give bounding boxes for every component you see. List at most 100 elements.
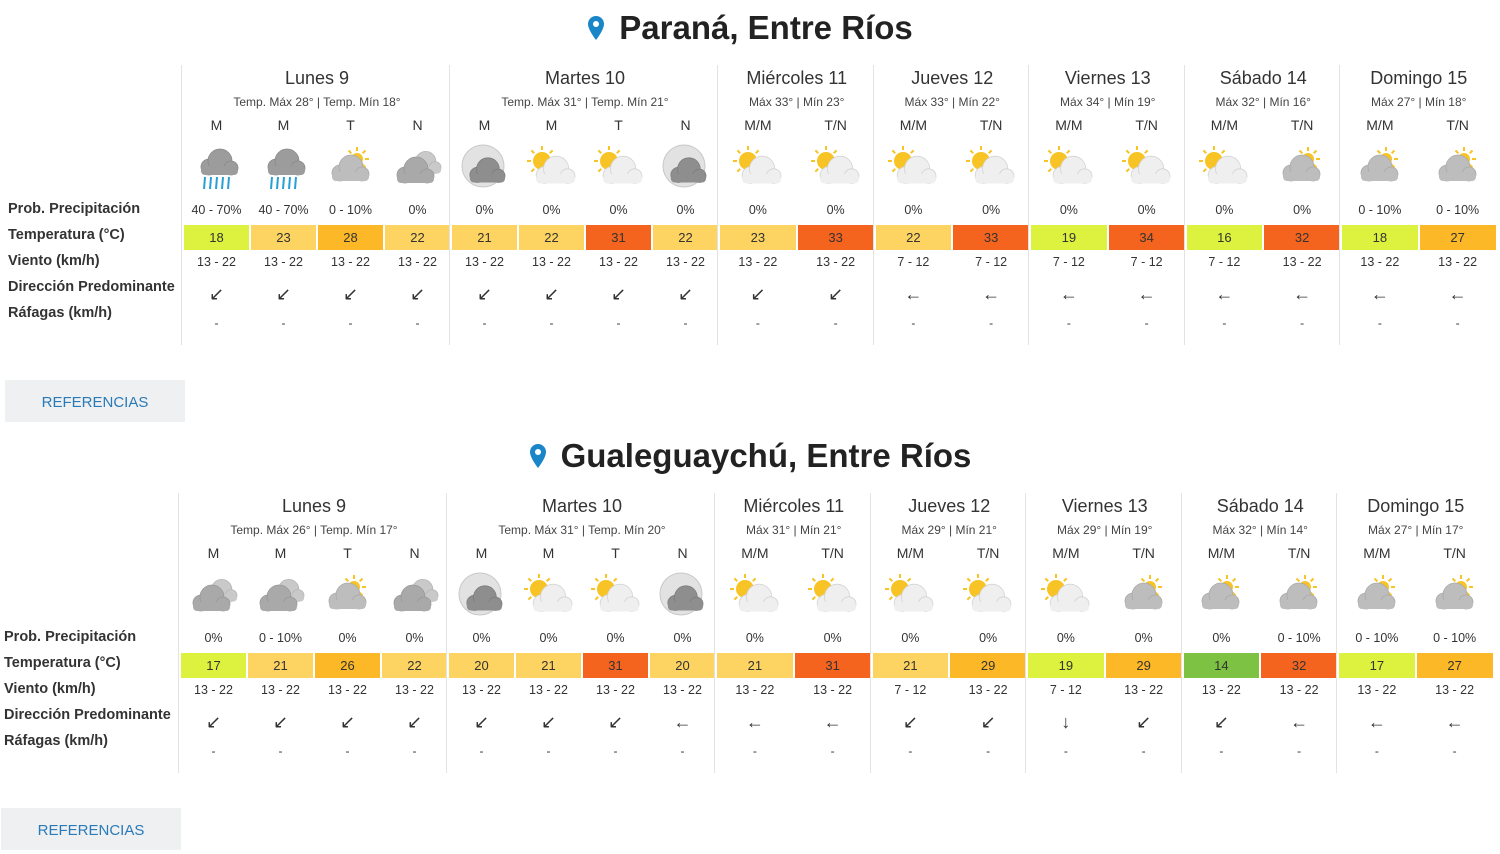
wind: 13 - 22 [599, 255, 638, 269]
sun-ray [969, 149, 975, 154]
day-subtitle: Máx 29° | Mín 21° [901, 523, 997, 537]
precipitation: 0% [979, 631, 998, 645]
wind-direction: ← [1059, 284, 1078, 304]
wind-direction: ← [1293, 284, 1312, 304]
pin-hole [593, 21, 600, 27]
cloud [1282, 154, 1321, 182]
cloud [328, 582, 366, 610]
weather-icon [590, 574, 639, 612]
cloud-part [1050, 602, 1089, 612]
weather-icon [1201, 575, 1240, 610]
temperature: 31 [794, 653, 871, 678]
rain [220, 176, 224, 190]
day-subtitle: Temp. Máx 31° | Temp. Mín 20° [498, 523, 666, 537]
sun-ray [1295, 577, 1301, 583]
sun-ray [1154, 577, 1159, 583]
sun-ray [1047, 149, 1052, 154]
weather-icon [1279, 575, 1318, 610]
wind: 7 - 12 [894, 683, 927, 697]
weather-icon [732, 146, 782, 184]
sun-ray [966, 577, 972, 582]
icon-box [388, 143, 448, 193]
rain [269, 176, 273, 190]
precipitation: 0% [826, 203, 845, 217]
period-label: M [210, 117, 223, 133]
icon-box [1117, 143, 1177, 193]
icon-box [385, 571, 445, 621]
gusts: - [989, 316, 994, 330]
sun-ray [832, 149, 837, 154]
temperature: 21 [872, 653, 949, 678]
precipitation: 0% [904, 203, 923, 217]
wind-direction: ← [1370, 284, 1389, 304]
gusts: - [986, 744, 991, 758]
row-label: Temperatura (°C) [4, 655, 121, 671]
cloud [1360, 154, 1399, 182]
cloud [1357, 582, 1396, 610]
wind-direction: ← [823, 712, 842, 732]
cloud [1124, 582, 1163, 610]
temperature: 33 [953, 225, 1029, 250]
wind-direction: ← [982, 284, 1001, 304]
gusts: - [752, 744, 757, 758]
cloud [393, 584, 431, 612]
cloud-part [599, 602, 639, 612]
precipitation: 0 - 10% [1436, 203, 1480, 217]
cloud [666, 585, 703, 611]
cloud [535, 155, 575, 184]
wind-direction: ↙ [607, 712, 624, 732]
cloud [1130, 155, 1171, 184]
icon-box [318, 571, 378, 621]
sun-ray [814, 149, 819, 154]
icon-box [452, 571, 512, 621]
sun-ray [1298, 149, 1304, 155]
icon-box [880, 571, 940, 621]
wind-direction: ↙ [543, 284, 560, 304]
sun-ray [545, 577, 550, 582]
precipitation: 0% [748, 203, 767, 217]
icon-box [1036, 571, 1096, 621]
cloud [816, 583, 857, 612]
sun-ray [361, 149, 366, 155]
wind-direction: ← [1137, 284, 1156, 304]
day-separator [181, 65, 182, 345]
gusts: - [830, 744, 835, 758]
weather-icon [328, 575, 366, 610]
sun-ray [594, 577, 599, 582]
row-label: Ráfagas (km/h) [4, 733, 108, 749]
references-button[interactable]: REFERENCIAS [1, 808, 181, 850]
icon-box [586, 571, 646, 621]
weather-icon [393, 579, 438, 612]
day-separator [714, 493, 715, 773]
wind-direction: ↙ [1213, 712, 1229, 732]
rain [202, 176, 206, 190]
wind-direction: ↙ [406, 712, 423, 732]
precipitation: 0% [609, 203, 628, 217]
references-button[interactable]: REFERENCIAS [5, 380, 185, 422]
cloud [897, 155, 937, 184]
day-name: Lunes 9 [284, 68, 350, 88]
period-label: M [478, 117, 491, 133]
precipitation: 0% [475, 203, 494, 217]
sun-ray [736, 168, 741, 173]
wind: 7 - 12 [897, 255, 930, 269]
temperature: 22 [385, 225, 450, 250]
day-name: Martes 10 [541, 496, 623, 516]
precipitation: 0 - 10% [1355, 631, 1399, 645]
sun-ray [814, 168, 819, 173]
icon-box [1269, 571, 1329, 621]
row-label: Prob. Precipitación [8, 201, 141, 217]
cloud [465, 585, 502, 611]
sun-ray [548, 149, 553, 154]
sun-ray [1143, 149, 1148, 154]
rain [281, 176, 285, 190]
row-label: Dirección Predominante [4, 707, 171, 723]
sun-ray [889, 596, 894, 601]
wind-direction: ← [1367, 712, 1386, 732]
cloud [741, 155, 782, 184]
period-label: T/N [1446, 117, 1469, 133]
sun-ray [615, 149, 620, 154]
precipitation: 0% [204, 631, 223, 645]
day-separator [449, 65, 450, 345]
icon-box [1039, 143, 1099, 193]
